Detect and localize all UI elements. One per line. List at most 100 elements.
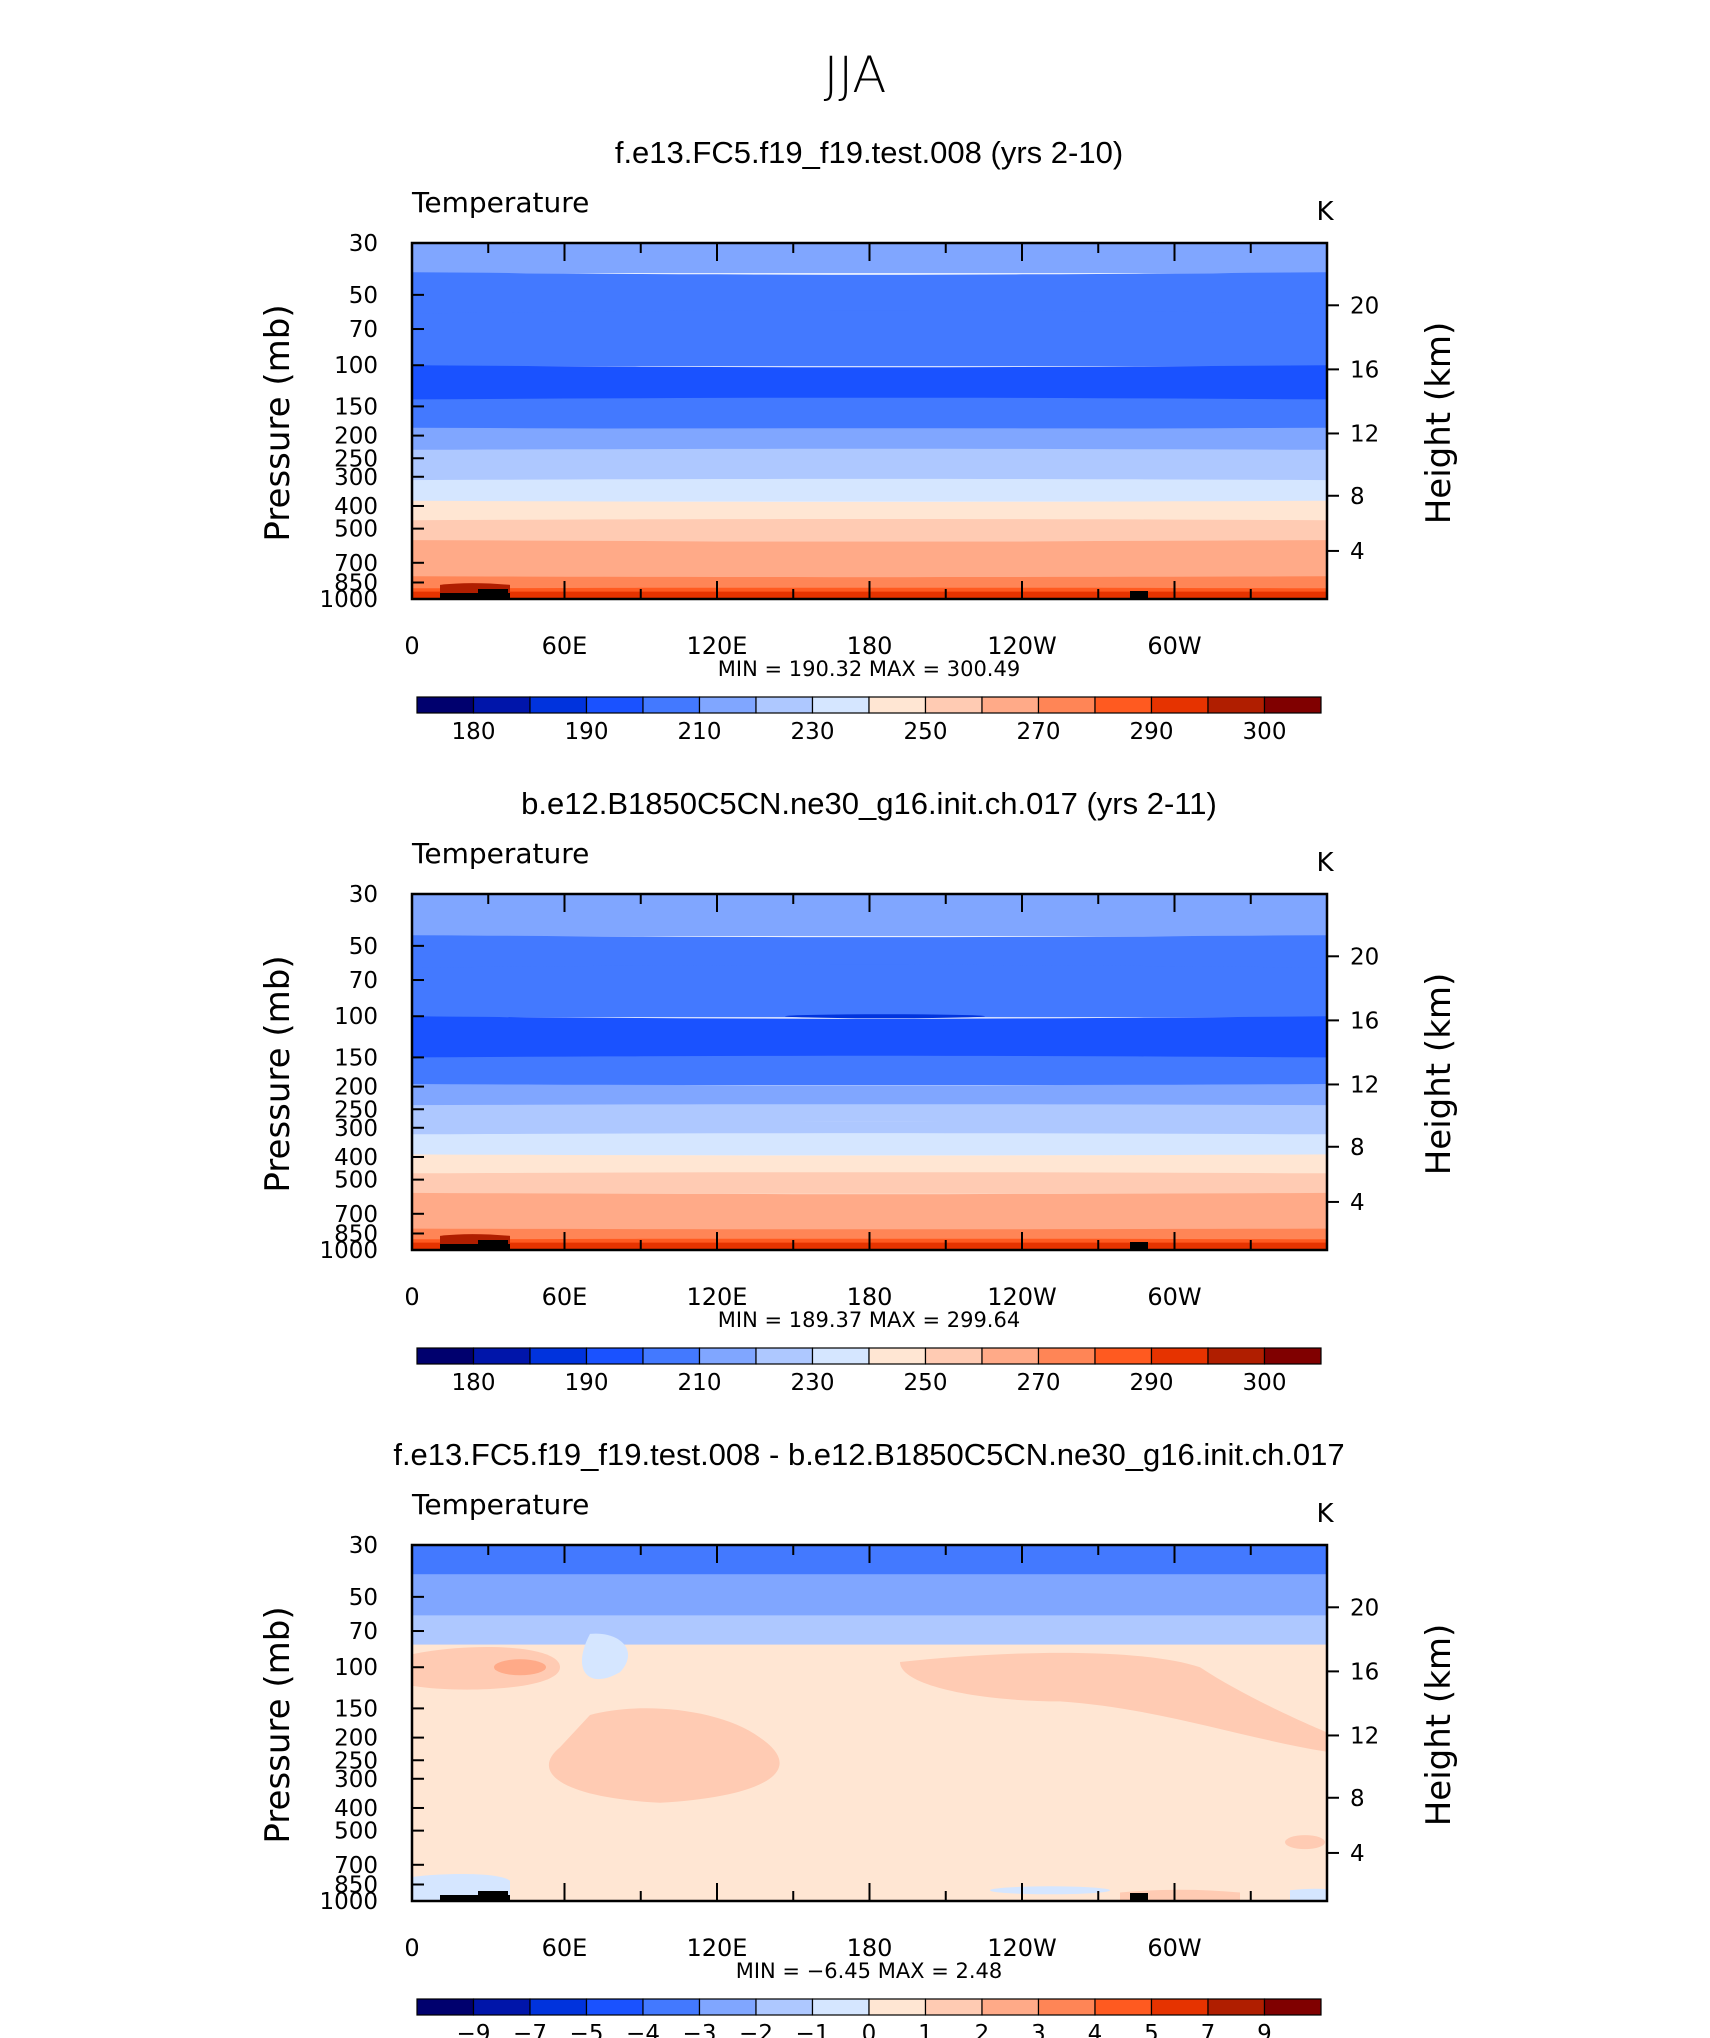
- colorbar-label: 250: [904, 1370, 948, 1396]
- colorbar-cell: [755, 696, 814, 714]
- contour-band: [412, 1104, 1327, 1122]
- x-tick-label: 180: [847, 1283, 893, 1311]
- colorbar-label: 230: [791, 719, 835, 745]
- colorbar-cell: [924, 1347, 983, 1365]
- colorbar-cell: [1207, 1347, 1266, 1365]
- y-right-tick-label: 20: [1350, 293, 1379, 319]
- colorbar-cell: [529, 1347, 588, 1365]
- contour-band: [412, 1084, 1327, 1107]
- panel-title: f.e13.FC5.f19_f19.test.008 (yrs 2-10): [615, 135, 1123, 170]
- colorbar-cell: [1263, 1998, 1322, 2016]
- topography: [440, 1244, 510, 1250]
- y-right-tick-label: 12: [1350, 421, 1379, 447]
- colorbar-cell: [868, 696, 927, 714]
- x-tick-label: 120E: [687, 1934, 748, 1962]
- contour-band: [412, 448, 1327, 468]
- topography: [478, 589, 508, 599]
- colorbar-cell: [924, 1998, 983, 2016]
- y-right-tick-label: 16: [1350, 1659, 1379, 1685]
- y-right-axis-label: Height (km): [1419, 973, 1459, 1176]
- colorbar-label: 270: [1017, 1370, 1061, 1396]
- contour-band: [785, 1014, 985, 1019]
- colorbar-label: 4: [1088, 2021, 1103, 2038]
- y-tick-label: 30: [349, 882, 378, 908]
- colorbar-cell: [585, 696, 644, 714]
- x-tick-label: 120W: [987, 632, 1057, 660]
- y-right-axis-label: Height (km): [1419, 322, 1459, 525]
- y-right-tick-label: 8: [1350, 1786, 1365, 1812]
- x-tick-label: 60W: [1147, 1283, 1201, 1311]
- x-tick-label: 120W: [987, 1934, 1057, 1962]
- panel-title: b.e12.B1850C5CN.ne30_g16.init.ch.017 (yr…: [521, 786, 1217, 821]
- y-tick-label: 500: [334, 1168, 378, 1194]
- topography: [440, 593, 510, 599]
- colorbar-cell: [529, 1998, 588, 2016]
- colorbar-cell: [642, 1347, 701, 1365]
- y-right-tick-label: 4: [1350, 1841, 1365, 1867]
- colorbar-cell: [868, 1998, 927, 2016]
- colorbar-label: 230: [791, 1370, 835, 1396]
- x-tick-label: 0: [404, 632, 419, 660]
- colorbar-cell: [1037, 1347, 1096, 1365]
- y-tick-label: 50: [349, 1585, 378, 1611]
- contour-band: [412, 1615, 1327, 1646]
- colorbar-label: 300: [1243, 1370, 1287, 1396]
- anomaly-blob: [990, 1886, 1110, 1895]
- y-tick-label: 400: [334, 1796, 378, 1822]
- plot-area: [412, 243, 1327, 599]
- y-tick-label: 50: [349, 283, 378, 309]
- topography: [478, 1891, 508, 1901]
- y-tick-label: 100: [334, 1004, 378, 1030]
- colorbar-cell: [981, 1347, 1040, 1365]
- y-tick-label: 200: [334, 424, 378, 450]
- contour-band: [412, 1133, 1327, 1156]
- colorbar-label: 180: [452, 1370, 496, 1396]
- colorbar-label: 210: [678, 719, 722, 745]
- x-tick-label: 120E: [687, 1283, 748, 1311]
- topography: [1130, 1893, 1148, 1901]
- x-tick-label: 120E: [687, 632, 748, 660]
- contour-band: [412, 427, 1327, 451]
- colorbar-cell: [1207, 1998, 1266, 2016]
- y-tick-label: 850: [334, 571, 378, 597]
- topography: [1130, 591, 1148, 599]
- colorbar-cell: [1094, 1998, 1153, 2016]
- y-tick-label: 850: [334, 1222, 378, 1248]
- colorbar-label: −7: [513, 2021, 547, 2038]
- anomaly-blob: [581, 1633, 629, 1680]
- x-tick-label: 180: [847, 1934, 893, 1962]
- colorbar-cell: [472, 696, 531, 714]
- colorbar-cell: [529, 696, 588, 714]
- y-tick-label: 500: [334, 517, 378, 543]
- colorbar-label: 290: [1130, 1370, 1174, 1396]
- y-axis-label: Pressure (mb): [258, 1606, 298, 1843]
- contour-band: [412, 1192, 1327, 1214]
- colorbar-cell: [811, 1998, 870, 2016]
- colorbar-label: −1: [796, 2021, 830, 2038]
- anomaly-blob: [548, 1708, 780, 1803]
- anomaly-blob: [1120, 1889, 1240, 1901]
- y-tick-label: 200: [334, 1726, 378, 1752]
- colorbar-label: −3: [683, 2021, 717, 2038]
- anomaly-blob: [1290, 1888, 1327, 1901]
- colorbar-label: −5: [570, 2021, 604, 2038]
- panel-2: b.e12.B1850C5CN.ne30_g16.init.ch.017 (yr…: [258, 786, 1459, 1396]
- contour-band: [412, 466, 1327, 482]
- y-tick-label: 700: [334, 1853, 378, 1879]
- contour-band: [412, 1574, 1327, 1617]
- y-right-tick-label: 20: [1350, 1595, 1379, 1621]
- colorbar-cell: [755, 1347, 814, 1365]
- y-axis-label: Pressure (mb): [258, 304, 298, 541]
- colorbar-label: 210: [678, 1370, 722, 1396]
- y-tick-label: 700: [334, 551, 378, 577]
- contour-band: [412, 935, 1327, 969]
- contour-band: [412, 558, 1327, 578]
- y-tick-label: 1000: [319, 1238, 378, 1264]
- colorbar-label: 2: [975, 2021, 990, 2038]
- y-tick-label: 70: [349, 317, 378, 343]
- colorbar-label: 7: [1201, 2021, 1216, 2038]
- y-tick-label: 700: [334, 1202, 378, 1228]
- y-tick-label: 400: [334, 1145, 378, 1171]
- colorbar-cell: [585, 1347, 644, 1365]
